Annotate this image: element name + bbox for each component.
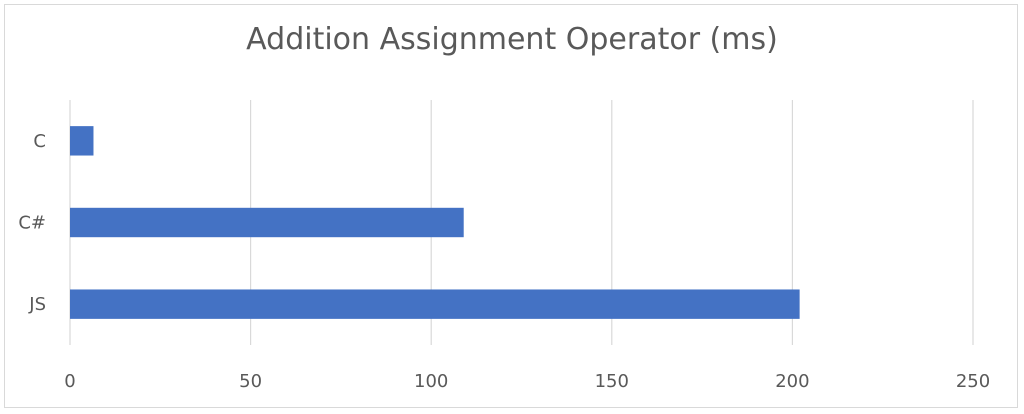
category-label: JS: [28, 294, 46, 315]
category-label: C#: [18, 213, 46, 234]
chart-title: Addition Assignment Operator (ms): [246, 22, 778, 57]
chart-frame: [4, 4, 1018, 408]
x-tick-label: 200: [775, 371, 809, 392]
x-tick-label: 150: [595, 371, 629, 392]
x-tick-label: 250: [956, 371, 990, 392]
bar-c: [70, 126, 94, 156]
x-tick-label: 100: [414, 371, 448, 392]
bar-js: [70, 289, 800, 319]
x-tick-label: 0: [64, 371, 75, 392]
x-tick-label: 50: [239, 371, 262, 392]
x-tick-labels: 0 50 100 150 200 250: [64, 371, 990, 392]
bars: [70, 126, 800, 319]
bar-c-sharp: [70, 207, 464, 238]
category-labels: C C# JS: [18, 131, 46, 315]
category-label: C: [33, 131, 46, 152]
